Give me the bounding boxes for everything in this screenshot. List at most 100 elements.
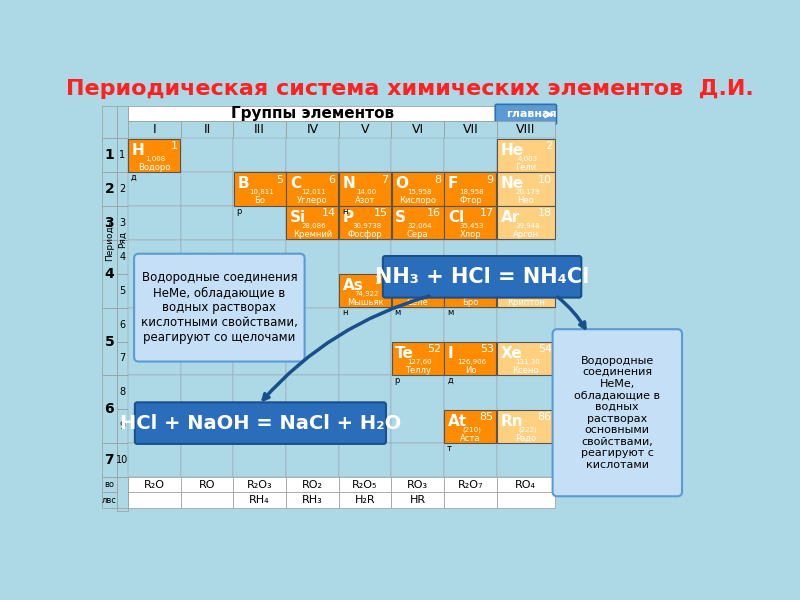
Text: 32,064: 32,064	[407, 223, 431, 229]
Text: Криптон: Криптон	[507, 298, 545, 307]
FancyBboxPatch shape	[181, 206, 234, 240]
FancyBboxPatch shape	[117, 308, 128, 341]
Text: RH₄: RH₄	[250, 495, 270, 505]
Text: 15: 15	[374, 208, 388, 218]
FancyBboxPatch shape	[391, 206, 444, 240]
Text: 16: 16	[427, 208, 441, 218]
FancyBboxPatch shape	[102, 106, 117, 138]
Text: 39,948: 39,948	[515, 223, 540, 229]
FancyBboxPatch shape	[392, 172, 444, 206]
Text: т: т	[447, 444, 452, 453]
FancyBboxPatch shape	[286, 206, 338, 240]
FancyBboxPatch shape	[117, 341, 128, 376]
FancyBboxPatch shape	[102, 240, 117, 308]
Text: H: H	[132, 143, 145, 158]
FancyBboxPatch shape	[339, 172, 391, 206]
Text: Ne: Ne	[501, 176, 524, 191]
Text: 52: 52	[427, 344, 441, 354]
FancyBboxPatch shape	[497, 443, 555, 477]
Text: 83,80: 83,80	[518, 291, 538, 297]
FancyBboxPatch shape	[286, 477, 338, 493]
Text: д: д	[447, 376, 453, 385]
Text: 131,30: 131,30	[515, 359, 540, 365]
Text: 10: 10	[116, 455, 129, 465]
FancyBboxPatch shape	[497, 206, 555, 240]
Text: Ио: Ио	[465, 366, 476, 375]
Text: 5: 5	[105, 335, 114, 349]
Text: NH₃ + HCl = NH₄Cl: NH₃ + HCl = NH₄Cl	[375, 267, 589, 287]
Text: Периоды: Периоды	[105, 218, 114, 261]
Text: VII: VII	[462, 123, 478, 136]
FancyBboxPatch shape	[181, 308, 234, 376]
FancyBboxPatch shape	[392, 206, 444, 239]
Text: 3: 3	[119, 218, 126, 228]
FancyBboxPatch shape	[117, 106, 128, 138]
FancyBboxPatch shape	[117, 477, 128, 508]
FancyBboxPatch shape	[444, 172, 497, 206]
FancyBboxPatch shape	[391, 376, 444, 443]
Text: Xe: Xe	[501, 346, 522, 361]
FancyBboxPatch shape	[497, 308, 555, 376]
Text: II: II	[203, 123, 210, 136]
FancyBboxPatch shape	[286, 138, 338, 172]
FancyBboxPatch shape	[117, 477, 128, 511]
Text: Теллу: Теллу	[405, 366, 430, 375]
Text: H₂R: H₂R	[354, 495, 375, 505]
FancyBboxPatch shape	[497, 139, 554, 172]
FancyBboxPatch shape	[495, 104, 557, 124]
FancyBboxPatch shape	[234, 172, 286, 206]
FancyBboxPatch shape	[102, 443, 117, 477]
Text: р: р	[394, 376, 400, 385]
Text: 8: 8	[434, 175, 441, 185]
FancyBboxPatch shape	[338, 138, 391, 172]
FancyBboxPatch shape	[102, 308, 117, 376]
FancyBboxPatch shape	[128, 443, 181, 477]
Text: 15,958: 15,958	[407, 190, 431, 196]
FancyBboxPatch shape	[497, 410, 554, 443]
Text: As: As	[342, 278, 363, 293]
Text: 4,003: 4,003	[518, 155, 538, 161]
FancyBboxPatch shape	[391, 308, 444, 376]
Text: Радо: Радо	[515, 434, 537, 443]
Text: Фосфор: Фосфор	[348, 230, 382, 239]
Text: 18: 18	[538, 208, 552, 218]
Text: 14: 14	[322, 208, 336, 218]
FancyBboxPatch shape	[102, 493, 117, 508]
Text: 8: 8	[119, 388, 126, 397]
FancyBboxPatch shape	[497, 493, 555, 508]
FancyBboxPatch shape	[128, 477, 181, 493]
Text: 5: 5	[119, 286, 126, 296]
FancyBboxPatch shape	[445, 206, 497, 239]
FancyBboxPatch shape	[391, 138, 444, 172]
Text: Хлор: Хлор	[460, 230, 482, 239]
FancyBboxPatch shape	[128, 121, 181, 138]
Text: 6: 6	[119, 320, 126, 329]
FancyBboxPatch shape	[338, 206, 391, 240]
Text: 78,96: 78,96	[409, 291, 430, 297]
FancyBboxPatch shape	[102, 206, 117, 240]
Text: S: S	[395, 211, 406, 226]
FancyBboxPatch shape	[391, 240, 444, 308]
Text: 2: 2	[105, 182, 114, 196]
FancyBboxPatch shape	[135, 403, 386, 444]
Text: Si: Si	[290, 211, 306, 226]
Text: RO₂: RO₂	[302, 480, 323, 490]
FancyBboxPatch shape	[445, 410, 497, 443]
FancyBboxPatch shape	[444, 376, 497, 443]
FancyBboxPatch shape	[286, 443, 338, 477]
Text: R₂O₃: R₂O₃	[247, 480, 273, 490]
FancyBboxPatch shape	[391, 477, 444, 493]
FancyBboxPatch shape	[339, 206, 391, 239]
Text: 33: 33	[374, 276, 388, 286]
Text: At: At	[448, 413, 467, 428]
FancyBboxPatch shape	[117, 443, 128, 477]
FancyBboxPatch shape	[338, 308, 391, 376]
Text: 9: 9	[486, 175, 494, 185]
FancyBboxPatch shape	[128, 308, 181, 376]
Text: д: д	[131, 173, 137, 182]
FancyBboxPatch shape	[338, 172, 391, 206]
Text: O: O	[395, 176, 408, 191]
Text: RH₃: RH₃	[302, 495, 322, 505]
Text: 79,904: 79,904	[460, 291, 484, 297]
Text: 17: 17	[479, 208, 494, 218]
